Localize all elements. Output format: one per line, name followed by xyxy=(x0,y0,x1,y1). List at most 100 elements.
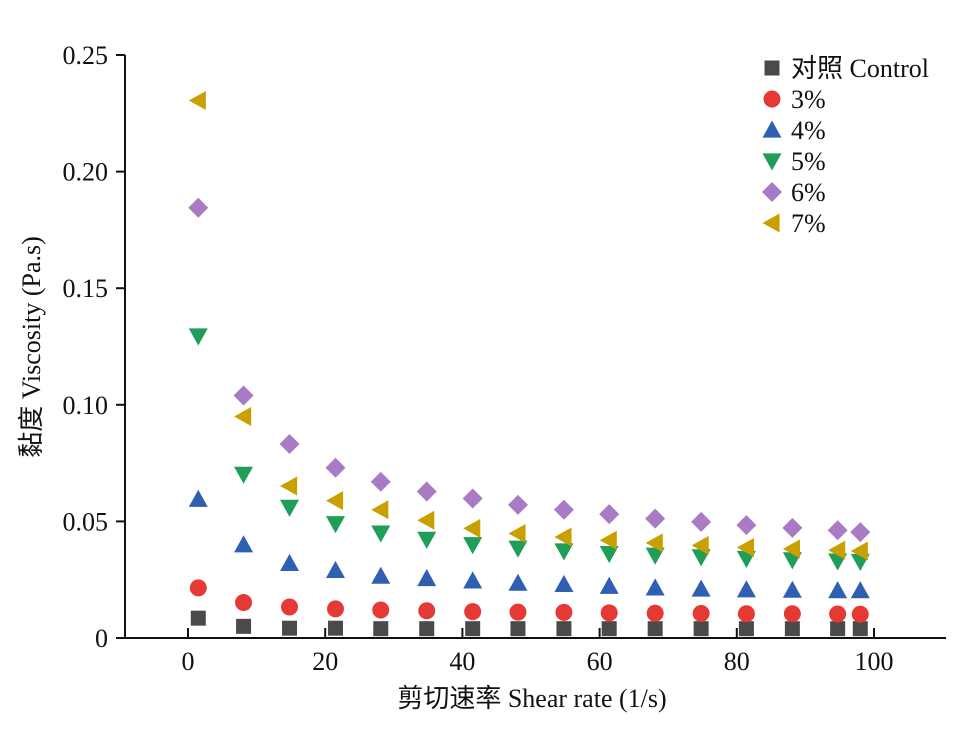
y-ticks: 0 0.05 0.10 0.15 0.20 0.25 xyxy=(63,41,125,653)
data-point xyxy=(417,510,435,530)
data-point xyxy=(782,539,800,559)
x-tick-label: 20 xyxy=(312,647,338,676)
data-point xyxy=(325,491,344,511)
data-point xyxy=(325,457,346,478)
data-point xyxy=(782,580,802,598)
data-point xyxy=(691,535,709,555)
legend-label: 7% xyxy=(791,209,826,238)
data-point xyxy=(372,601,390,619)
data-point xyxy=(188,489,208,507)
y-tick-label: 0.05 xyxy=(63,507,109,536)
data-point xyxy=(645,578,665,596)
data-point xyxy=(599,545,619,564)
data-point xyxy=(234,466,254,484)
data-point xyxy=(371,500,389,520)
legend-marker xyxy=(764,60,780,76)
data-point xyxy=(645,533,663,553)
data-point xyxy=(555,603,573,621)
data-point xyxy=(234,535,254,553)
data-point xyxy=(782,517,803,538)
data-point xyxy=(188,197,209,218)
data-markers xyxy=(188,90,871,637)
x-tick-label: 100 xyxy=(855,647,894,676)
data-point xyxy=(280,553,300,571)
data-point xyxy=(738,621,754,637)
data-point xyxy=(553,499,574,520)
data-point xyxy=(327,620,343,636)
data-point xyxy=(463,537,483,555)
data-point xyxy=(851,605,869,623)
y-axis-label: 黏度 Viscosity (Pa.s) xyxy=(17,236,46,458)
series-5 xyxy=(188,90,868,561)
legend-label: 5% xyxy=(791,147,826,176)
data-point xyxy=(510,621,526,637)
data-point xyxy=(852,621,868,637)
data-point xyxy=(279,433,300,454)
legend-marker xyxy=(762,213,780,233)
series-4 xyxy=(188,197,871,543)
data-point xyxy=(693,621,709,637)
legend-marker xyxy=(762,153,782,171)
y-tick-label: 0.25 xyxy=(63,41,109,70)
y-tick-label: 0 xyxy=(95,624,108,653)
data-point xyxy=(599,530,617,550)
data-point xyxy=(508,524,526,544)
data-point xyxy=(188,90,206,110)
data-point xyxy=(418,602,436,620)
data-point xyxy=(326,600,344,618)
data-point xyxy=(417,531,437,549)
data-point xyxy=(235,594,253,612)
data-point xyxy=(189,579,207,597)
data-point xyxy=(827,520,848,541)
data-point xyxy=(829,605,847,623)
data-point xyxy=(370,471,391,492)
data-point xyxy=(282,620,298,636)
data-point xyxy=(233,385,254,406)
legend-marker xyxy=(763,90,781,108)
data-point xyxy=(554,543,574,561)
data-point xyxy=(646,604,664,622)
data-point xyxy=(508,573,528,591)
data-point xyxy=(600,604,618,622)
data-point xyxy=(830,621,846,637)
data-point xyxy=(325,560,345,578)
data-point xyxy=(325,516,345,534)
series-1 xyxy=(189,579,869,623)
data-point xyxy=(645,547,665,565)
x-ticks: 0 20 40 60 80 100 xyxy=(182,628,894,676)
data-point xyxy=(462,488,483,509)
y-tick-label: 0.15 xyxy=(63,274,109,303)
data-point xyxy=(850,581,870,599)
data-point xyxy=(371,525,391,543)
data-point xyxy=(850,522,871,543)
data-point xyxy=(371,566,391,584)
data-point xyxy=(463,518,481,538)
data-point xyxy=(507,494,528,515)
data-point xyxy=(736,580,756,598)
data-point xyxy=(190,610,206,626)
data-point xyxy=(236,618,252,634)
series-0 xyxy=(190,610,868,637)
legend-label: 对照 Control xyxy=(791,54,929,83)
data-point xyxy=(691,511,712,532)
data-point xyxy=(850,541,868,561)
data-point xyxy=(737,605,755,623)
data-point xyxy=(554,574,574,592)
data-point xyxy=(373,621,389,637)
axes xyxy=(117,55,946,639)
x-tick-label: 80 xyxy=(724,647,750,676)
data-point xyxy=(419,621,435,637)
data-point xyxy=(692,605,710,623)
data-point xyxy=(828,581,848,599)
x-tick-label: 40 xyxy=(449,647,475,676)
data-point xyxy=(828,540,846,560)
legend-label: 6% xyxy=(791,178,826,207)
x-tick-label: 60 xyxy=(587,647,613,676)
data-point xyxy=(783,605,801,623)
x-axis-label: 剪切速率 Shear rate (1/s) xyxy=(397,684,666,713)
data-point xyxy=(736,515,757,536)
data-point xyxy=(465,621,481,637)
legend-label: 3% xyxy=(791,85,826,114)
